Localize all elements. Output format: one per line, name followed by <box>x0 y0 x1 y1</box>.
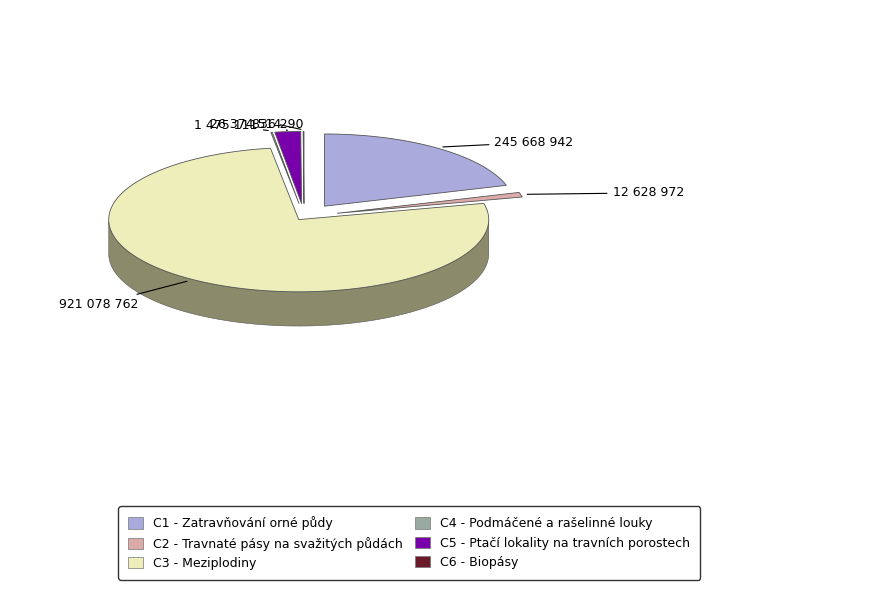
Polygon shape <box>337 192 523 213</box>
Text: 1 475 111: 1 475 111 <box>194 118 268 131</box>
Text: 26 374 514: 26 374 514 <box>210 118 287 131</box>
Polygon shape <box>271 132 299 204</box>
Polygon shape <box>109 148 489 292</box>
Text: 836 290: 836 290 <box>252 118 303 131</box>
Text: 12 628 972: 12 628 972 <box>527 186 684 200</box>
Legend: C1 - Zatravňování orné půdy, C2 - Travnaté pásy na svažitých půdách, C3 - Mezipl: C1 - Zatravňování orné půdy, C2 - Travna… <box>118 506 700 580</box>
Text: 245 668 942: 245 668 942 <box>442 136 574 149</box>
Text: 921 078 762: 921 078 762 <box>59 281 187 311</box>
Polygon shape <box>109 221 489 326</box>
Polygon shape <box>325 134 506 206</box>
Polygon shape <box>274 131 301 204</box>
